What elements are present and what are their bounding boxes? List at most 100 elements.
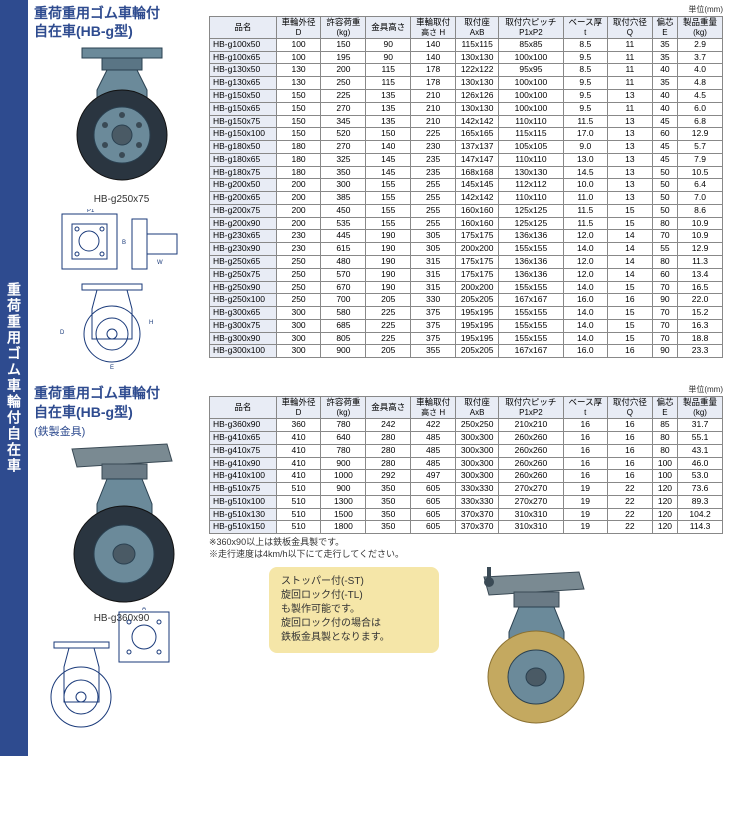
- table-cell: 18.8: [678, 332, 723, 345]
- table-cell: 80: [652, 444, 677, 457]
- table-cell: 13: [607, 153, 652, 166]
- table-cell: 315: [411, 255, 456, 268]
- technical-diagram-1: P1 B W H D E: [52, 209, 192, 369]
- table-cell: 165x165: [456, 128, 499, 141]
- table-cell: 11.5: [563, 204, 607, 217]
- col-header: 取付穴ピッチP1xP2: [499, 17, 563, 39]
- table-cell: 300: [276, 345, 321, 358]
- table-cell: 195x195: [456, 307, 499, 320]
- info-box: ストッパー付(-ST) 旋回ロック付(-TL) も製作可能です。 旋回ロック付の…: [269, 567, 439, 653]
- table-cell: 13: [607, 179, 652, 192]
- table-cell: 125x125: [499, 204, 563, 217]
- table-cell: 110x110: [499, 192, 563, 205]
- table-cell: 9.5: [563, 90, 607, 103]
- table-cell: 14.0: [563, 281, 607, 294]
- table-cell: 670: [321, 281, 366, 294]
- table-cell: HB-g230x90: [210, 243, 277, 256]
- table-cell: 10.9: [678, 217, 723, 230]
- caster-illustration-1: [57, 40, 187, 190]
- table-cell: 60: [652, 268, 677, 281]
- table-cell: 90: [366, 51, 411, 64]
- table-cell: 300: [276, 307, 321, 320]
- table-cell: 230: [276, 243, 321, 256]
- table-cell: 180: [276, 141, 321, 154]
- table-row: HB-g200x90200535155255160x160125x12511.5…: [210, 217, 723, 230]
- table-cell: 195: [321, 51, 366, 64]
- table-cell: 445: [321, 230, 366, 243]
- table-cell: 175x175: [456, 255, 499, 268]
- table-row: HB-g300x65300580225375195x195155x15514.0…: [210, 307, 723, 320]
- table-cell: 43.1: [678, 444, 723, 457]
- table-cell: 120: [652, 508, 677, 521]
- table-cell: 80: [652, 217, 677, 230]
- table-row: HB-g410x65410640280485300x300260x2601616…: [210, 432, 723, 445]
- section1-title-block: 重荷重用ゴム車輪付 自在車(HB-g型): [34, 4, 209, 40]
- table-cell: 8.6: [678, 204, 723, 217]
- table-cell: 1000: [321, 470, 366, 483]
- table-cell: 45: [652, 141, 677, 154]
- table-cell: 22: [607, 483, 652, 496]
- table-cell: 615: [321, 243, 366, 256]
- section1-caption: HB-g250x75: [34, 194, 209, 205]
- info-line4: 旋回ロック付の場合は: [281, 617, 427, 631]
- table-row: HB-g250x100250700205330205x205167x16716.…: [210, 294, 723, 307]
- table-cell: 9.5: [563, 102, 607, 115]
- table-cell: 115: [366, 77, 411, 90]
- table-cell: 12.9: [678, 128, 723, 141]
- table-cell: 147x147: [456, 153, 499, 166]
- table-cell: 385: [321, 192, 366, 205]
- col-header: 取付座AxB: [456, 397, 499, 419]
- table-cell: 122x122: [456, 64, 499, 77]
- table-cell: 10.5: [678, 166, 723, 179]
- section2-diagram: A: [34, 607, 199, 742]
- table-row: HB-g410x90410900280485300x300260x2601616…: [210, 457, 723, 470]
- table-cell: 13: [607, 128, 652, 141]
- table-cell: 570: [321, 268, 366, 281]
- table-cell: 140: [411, 38, 456, 51]
- spec-table-1: 品名車輪外径D許容荷重(kg)金具高さ車輪取付高さ H取付座AxB取付穴ピッチP…: [209, 16, 723, 358]
- table-cell: 150: [276, 102, 321, 115]
- table-cell: 11.3: [678, 255, 723, 268]
- table-row: HB-g200x65200385155255142x142110x11011.0…: [210, 192, 723, 205]
- table-cell: 16: [563, 432, 607, 445]
- table-cell: 5.7: [678, 141, 723, 154]
- table-cell: 230: [276, 230, 321, 243]
- table-cell: 137x137: [456, 141, 499, 154]
- table-cell: 350: [366, 521, 411, 534]
- table-cell: 50: [652, 192, 677, 205]
- svg-text:D: D: [60, 330, 65, 336]
- table-cell: 110x110: [499, 115, 563, 128]
- table-row: HB-g100x6510019590140130x130100x1009.511…: [210, 51, 723, 64]
- svg-text:A: A: [142, 607, 146, 612]
- table-cell: 6.8: [678, 115, 723, 128]
- table-cell: 22.0: [678, 294, 723, 307]
- svg-text:E: E: [110, 365, 114, 369]
- table-cell: 280: [366, 457, 411, 470]
- table-cell: 225: [321, 90, 366, 103]
- table-cell: HB-g300x90: [210, 332, 277, 345]
- table-row: HB-g230x65230445190305175x175136x13612.0…: [210, 230, 723, 243]
- col-header: 車輪取付高さ H: [411, 397, 456, 419]
- table-cell: 80: [652, 432, 677, 445]
- table-cell: 13: [607, 141, 652, 154]
- table-cell: 210: [411, 115, 456, 128]
- table-cell: 330x330: [456, 495, 499, 508]
- table-cell: 205: [366, 345, 411, 358]
- table-row: HB-g410x75410780280485300x300260x2601616…: [210, 444, 723, 457]
- svg-text:W: W: [157, 260, 163, 266]
- table-cell: 100: [652, 457, 677, 470]
- col-header: 取付座AxB: [456, 17, 499, 39]
- table-cell: 12.9: [678, 243, 723, 256]
- table-cell: 9.0: [563, 141, 607, 154]
- table-cell: 3.7: [678, 51, 723, 64]
- table-cell: 89.3: [678, 495, 723, 508]
- table-cell: 780: [321, 444, 366, 457]
- section2-table-wrap: 単位(mm) 品名車輪外径D許容荷重(kg)金具高さ車輪取付高さ H取付座AxB…: [209, 384, 723, 726]
- table-row: HB-g150x50150225135210126x126100x1009.51…: [210, 90, 723, 103]
- table-cell: 900: [321, 483, 366, 496]
- table-cell: 1500: [321, 508, 366, 521]
- table-row: HB-g410x1004101000292497300x300260x26016…: [210, 470, 723, 483]
- table-cell: 140: [366, 141, 411, 154]
- table-cell: 135: [366, 102, 411, 115]
- table-cell: 485: [411, 432, 456, 445]
